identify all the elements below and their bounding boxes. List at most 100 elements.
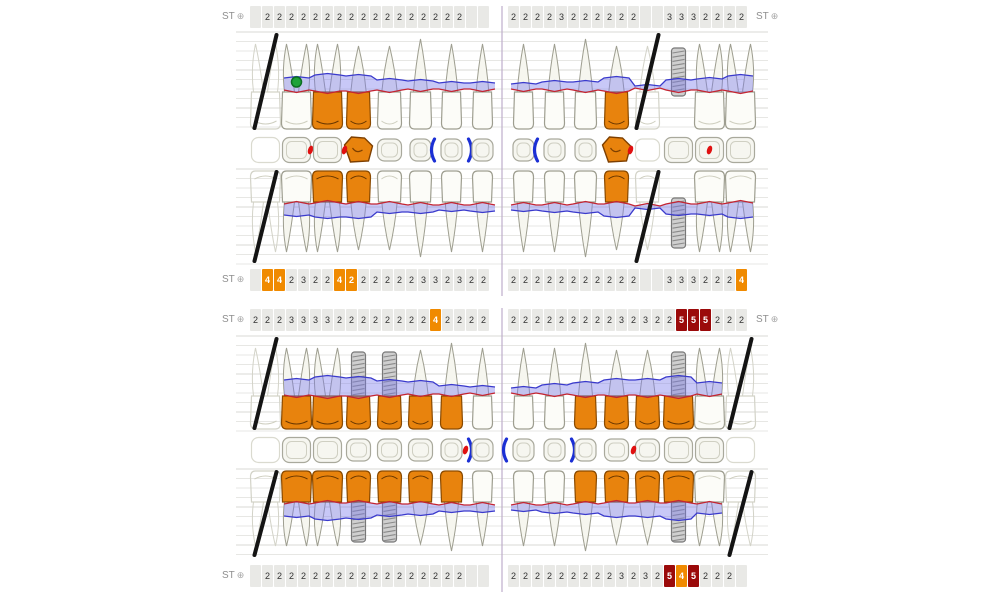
depth-cell[interactable]: 2 bbox=[700, 269, 711, 291]
depth-cell[interactable]: 2 bbox=[322, 6, 333, 28]
tooth-lower-9[interactable] bbox=[512, 347, 535, 430]
depth-cell[interactable]: 2 bbox=[664, 309, 675, 331]
depth-cell[interactable]: 2 bbox=[358, 565, 369, 587]
depth-cell[interactable]: 2 bbox=[418, 6, 429, 28]
tooth-upper-8[interactable] bbox=[471, 43, 494, 130]
depth-cell[interactable]: 2 bbox=[544, 6, 555, 28]
tooth-lower-8[interactable] bbox=[471, 470, 494, 547]
depth-cell[interactable]: 2 bbox=[454, 6, 465, 28]
depth-cell[interactable]: 3 bbox=[676, 269, 687, 291]
depth-cell[interactable]: 2 bbox=[592, 6, 603, 28]
depth-cell[interactable]: 2 bbox=[580, 565, 591, 587]
depth-cell[interactable]: 3 bbox=[430, 269, 441, 291]
depth-cell[interactable]: 2 bbox=[568, 6, 579, 28]
tooth-lower-13[interactable] bbox=[634, 470, 661, 546]
depth-cell[interactable]: 2 bbox=[334, 6, 345, 28]
green-condition-marker[interactable] bbox=[290, 76, 303, 88]
depth-cell[interactable]: 2 bbox=[418, 565, 429, 587]
depth-cell[interactable] bbox=[640, 6, 651, 28]
clasp-bracket[interactable] bbox=[501, 437, 509, 463]
depth-cell[interactable]: 2 bbox=[712, 6, 723, 28]
depth-cell[interactable]: 2 bbox=[712, 269, 723, 291]
occlusal-ghost[interactable] bbox=[250, 136, 281, 164]
depth-cell[interactable]: 2 bbox=[394, 269, 405, 291]
depth-cell[interactable]: 2 bbox=[394, 565, 405, 587]
depth-cell[interactable]: 2 bbox=[736, 309, 747, 331]
depth-cell[interactable]: 2 bbox=[700, 565, 711, 587]
depth-cell[interactable]: 2 bbox=[724, 309, 735, 331]
depth-cell[interactable]: 2 bbox=[544, 269, 555, 291]
depth-cell[interactable]: 5 bbox=[688, 309, 699, 331]
depth-cell[interactable]: 4 bbox=[334, 269, 345, 291]
tooth-upper-11[interactable] bbox=[573, 38, 598, 130]
depth-cell[interactable]: 2 bbox=[628, 565, 639, 587]
depth-cell[interactable]: 2 bbox=[508, 269, 519, 291]
depth-cell[interactable]: 2 bbox=[370, 6, 381, 28]
depth-cell[interactable] bbox=[736, 565, 747, 587]
tooth-upper-8[interactable] bbox=[471, 170, 494, 253]
tooth-lower-2[interactable] bbox=[280, 470, 313, 547]
occlusal-crown-orange[interactable] bbox=[601, 136, 632, 163]
depth-cell[interactable]: 2 bbox=[652, 309, 663, 331]
tooth-upper-14[interactable] bbox=[670, 47, 687, 97]
occlusal-surface[interactable] bbox=[471, 138, 494, 162]
depth-cell[interactable]: 2 bbox=[580, 269, 591, 291]
occlusal-surface[interactable] bbox=[312, 436, 343, 464]
st-toggle-icon[interactable]: ⊕ bbox=[236, 11, 245, 21]
depth-cell[interactable]: 2 bbox=[406, 6, 417, 28]
depth-cell[interactable]: 2 bbox=[274, 309, 285, 331]
occlusal-surface[interactable] bbox=[440, 138, 463, 162]
depth-cell[interactable]: 4 bbox=[736, 269, 747, 291]
depth-cell[interactable]: 2 bbox=[466, 269, 477, 291]
depth-cell[interactable]: 2 bbox=[334, 309, 345, 331]
depth-cell[interactable]: 2 bbox=[724, 269, 735, 291]
depth-cell[interactable]: 2 bbox=[532, 565, 543, 587]
depth-cell[interactable]: 2 bbox=[604, 565, 615, 587]
depth-cell[interactable]: 2 bbox=[520, 565, 531, 587]
depth-cell[interactable]: 2 bbox=[556, 309, 567, 331]
depth-cell[interactable]: 2 bbox=[406, 565, 417, 587]
depth-cell[interactable]: 2 bbox=[532, 269, 543, 291]
depth-cell[interactable]: 2 bbox=[724, 6, 735, 28]
depth-cell[interactable]: 2 bbox=[556, 269, 567, 291]
clasp-bracket[interactable] bbox=[569, 437, 577, 463]
depth-cell[interactable]: 2 bbox=[628, 6, 639, 28]
depth-cell[interactable]: 2 bbox=[382, 565, 393, 587]
depth-cell[interactable]: 3 bbox=[454, 269, 465, 291]
depth-cell[interactable] bbox=[652, 6, 663, 28]
occlusal-surface[interactable] bbox=[725, 136, 756, 164]
tooth-lower-5[interactable] bbox=[376, 470, 403, 543]
tooth-lower-12[interactable] bbox=[603, 349, 630, 430]
tooth-upper-6[interactable] bbox=[408, 170, 433, 258]
depth-cell[interactable]: 2 bbox=[580, 6, 591, 28]
occlusal-crown-orange[interactable] bbox=[343, 136, 374, 163]
depth-cell[interactable]: 4 bbox=[676, 565, 687, 587]
clasp-bracket[interactable] bbox=[466, 437, 474, 463]
depth-cell[interactable] bbox=[250, 6, 261, 28]
depth-cell[interactable]: 2 bbox=[286, 6, 297, 28]
tooth-upper-7[interactable] bbox=[440, 43, 463, 130]
depth-cell[interactable]: 2 bbox=[346, 565, 357, 587]
depth-cell[interactable]: 2 bbox=[370, 309, 381, 331]
depth-cell[interactable]: 2 bbox=[568, 565, 579, 587]
depth-cell[interactable]: 2 bbox=[322, 565, 333, 587]
tooth-upper-7[interactable] bbox=[440, 170, 463, 253]
depth-cell[interactable]: 3 bbox=[664, 6, 675, 28]
depth-cell[interactable] bbox=[466, 565, 477, 587]
st-toggle-icon[interactable]: ⊕ bbox=[236, 570, 245, 580]
tooth-upper-5[interactable] bbox=[376, 45, 403, 130]
tooth-upper-12[interactable] bbox=[603, 170, 630, 251]
tooth-upper-15[interactable] bbox=[693, 43, 726, 130]
depth-cell[interactable]: 2 bbox=[604, 269, 615, 291]
depth-cell[interactable]: 2 bbox=[262, 6, 273, 28]
occlusal-surface[interactable] bbox=[574, 138, 597, 162]
depth-cell[interactable] bbox=[478, 565, 489, 587]
tooth-lower-4[interactable] bbox=[345, 470, 372, 543]
depth-cell[interactable] bbox=[250, 565, 261, 587]
st-toggle-icon[interactable]: ⊕ bbox=[770, 314, 779, 324]
depth-cell[interactable]: 2 bbox=[370, 269, 381, 291]
tooth-upper-5[interactable] bbox=[376, 170, 403, 251]
depth-cell[interactable]: 5 bbox=[664, 565, 675, 587]
depth-cell[interactable]: 2 bbox=[568, 269, 579, 291]
depth-cell[interactable]: 4 bbox=[262, 269, 273, 291]
